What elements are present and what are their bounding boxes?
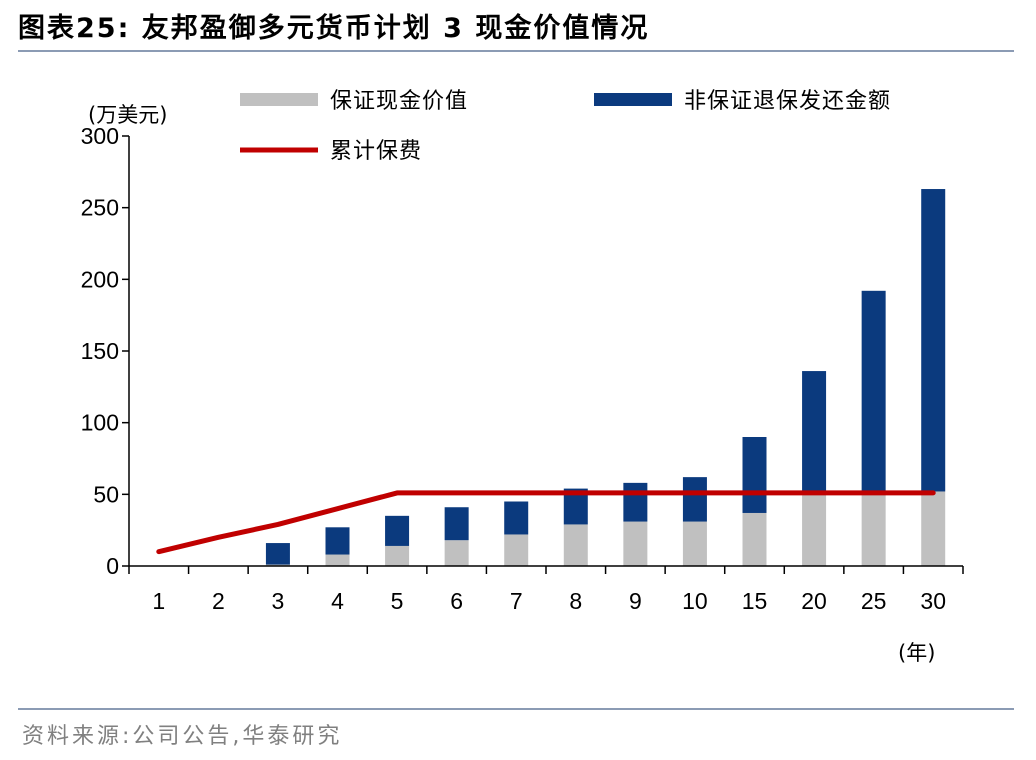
source-note: 资料来源:公司公告,华泰研究 (22, 724, 343, 749)
premium-line-group (156, 490, 936, 555)
x-tick-label-15: 15 (742, 588, 768, 614)
y-tick-label-300: 300 (81, 123, 119, 149)
x-tick-label-1: 1 (152, 588, 165, 614)
y-axis: 0 50 100 150 200 250 300 (81, 123, 130, 579)
bar-non-guaranteed-20 (802, 371, 827, 495)
x-tick-label-4: 4 (331, 588, 344, 614)
x-tick-label-6: 6 (450, 588, 463, 614)
bar-non-guaranteed-30 (921, 189, 946, 492)
x-axis-unit-label: (年) (898, 641, 935, 665)
bars (265, 189, 946, 566)
bar-guaranteed-30 (921, 491, 946, 566)
bar-non-guaranteed-7 (504, 501, 529, 535)
bar-guaranteed-25 (861, 494, 886, 566)
bar-non-guaranteed-3 (265, 543, 290, 565)
bar-non-guaranteed-15 (742, 437, 767, 513)
bar-guaranteed-8 (563, 524, 588, 566)
y-tick-label-150: 150 (81, 338, 119, 364)
bar-non-guaranteed-4 (325, 527, 350, 555)
bar-guaranteed-4 (325, 554, 350, 566)
legend-swatch-0 (240, 93, 318, 106)
x-axis: 1 2 3 4 5 6 7 8 9 10 15 20 25 30 (128, 565, 964, 614)
x-tick-label-9: 9 (629, 588, 642, 614)
x-tick-label-5: 5 (391, 588, 404, 614)
bar-non-guaranteed-6 (444, 507, 469, 541)
bar-non-guaranteed-9 (623, 482, 648, 522)
y-tick-label-50: 50 (93, 481, 119, 507)
title-divider (18, 50, 1014, 52)
x-tick-label-10: 10 (682, 588, 708, 614)
figure-title: 图表25: 友邦盈御多元货币计划 3 现金价值情况 (18, 13, 650, 44)
source-divider (18, 708, 1014, 710)
x-tick-label-20: 20 (801, 588, 827, 614)
y-tick-label-100: 100 (81, 410, 119, 436)
x-tick-label-3: 3 (272, 588, 285, 614)
y-tick-label-250: 250 (81, 195, 119, 221)
bar-guaranteed-15 (742, 512, 767, 566)
x-tick-label-25: 25 (861, 588, 887, 614)
y-tick-label-200: 200 (81, 266, 119, 292)
legend-swatch-1 (594, 93, 672, 106)
bar-non-guaranteed-5 (385, 515, 410, 546)
bar-guaranteed-6 (444, 540, 469, 566)
bar-guaranteed-5 (385, 545, 410, 566)
bar-non-guaranteed-25 (861, 290, 886, 495)
bar-guaranteed-9 (623, 521, 648, 566)
legend-label-1: 非保证退保发还金额 (684, 89, 891, 114)
legend-label-0: 保证现金价值 (330, 89, 468, 114)
x-tick-label-30: 30 (920, 588, 946, 614)
x-tick-label-7: 7 (510, 588, 523, 614)
bar-guaranteed-20 (802, 494, 827, 566)
bar-non-guaranteed-10 (682, 477, 707, 522)
y-tick-label-0: 0 (106, 553, 119, 579)
legend-label-2: 累计保费 (330, 139, 422, 164)
y-axis-unit-label: (万美元) (88, 103, 167, 127)
x-tick-label-8: 8 (569, 588, 582, 614)
premium-line (156, 490, 936, 555)
bar-guaranteed-7 (504, 534, 529, 566)
bar-guaranteed-10 (682, 521, 707, 566)
x-tick-label-2: 2 (212, 588, 225, 614)
